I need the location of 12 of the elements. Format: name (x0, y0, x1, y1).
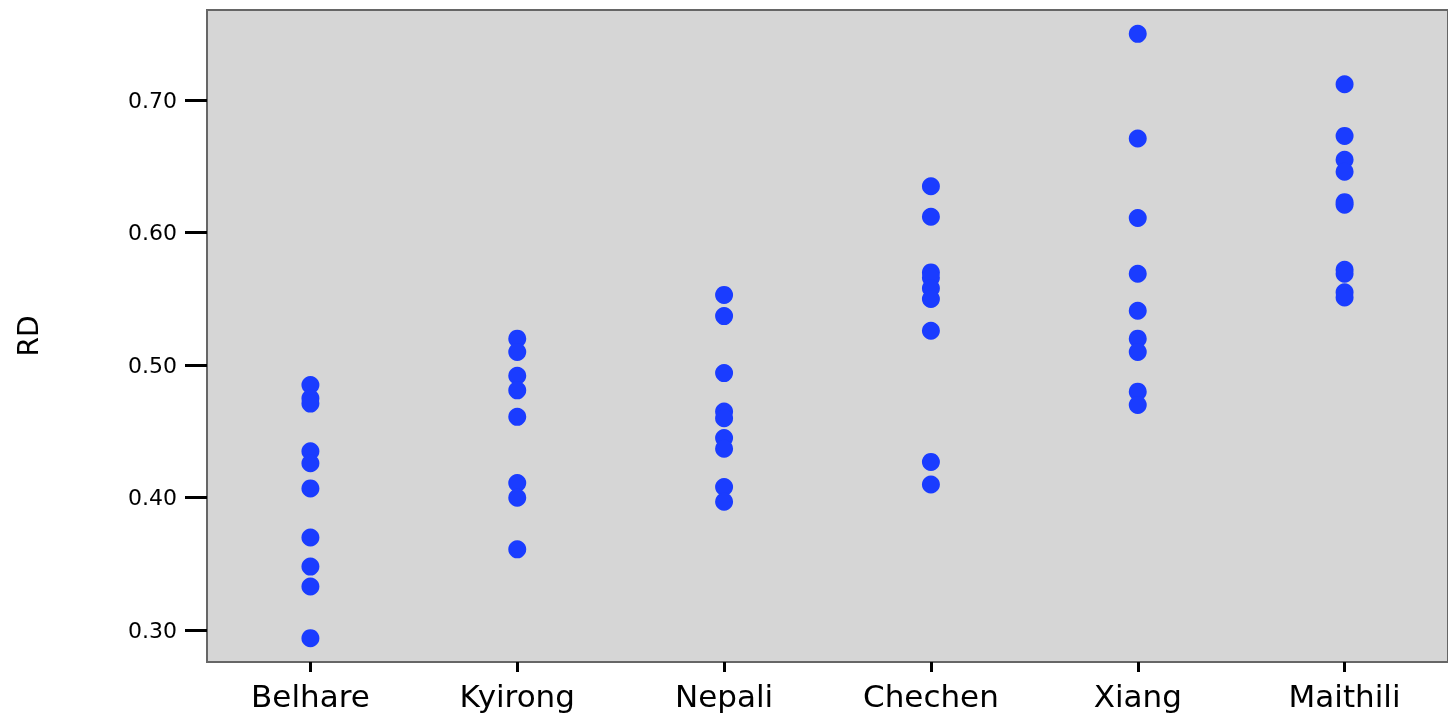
x-tick-label: Belhare (251, 677, 370, 714)
y-tick-label: 0.70 (128, 87, 177, 113)
x-tick-label: Nepali (675, 677, 774, 714)
x-tick-label: Xiang (1093, 677, 1182, 714)
y-tick-label: 0.60 (128, 220, 177, 246)
y-tick-label: 0.30 (128, 617, 177, 643)
y-axis-title: RD (11, 315, 45, 357)
y-tick-label: 0.40 (128, 485, 177, 511)
y-tick-label: 0.50 (128, 352, 177, 378)
x-tick-label: Chechen (863, 677, 999, 714)
x-tick-label: Maithili (1288, 677, 1401, 714)
x-tick-label: Kyirong (459, 677, 575, 714)
